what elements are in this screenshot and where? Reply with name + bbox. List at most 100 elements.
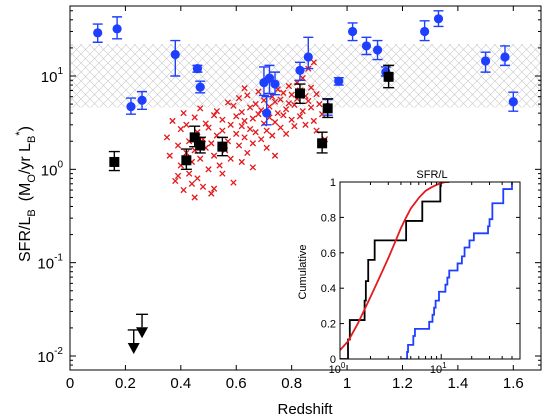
red-point — [307, 104, 315, 111]
red-point — [271, 152, 279, 159]
blue-point — [334, 76, 344, 86]
y-tick-label-base: 10 — [37, 256, 54, 273]
red-point — [191, 114, 198, 121]
y-axis-label-units-sub0: O — [26, 174, 38, 183]
red-point — [305, 97, 312, 105]
y-axis-label-units-subB: B — [26, 136, 38, 143]
red-point — [285, 82, 293, 90]
red-point — [208, 190, 215, 197]
red-point — [174, 172, 182, 180]
red-point — [271, 119, 279, 126]
upper-limit-arrow — [127, 342, 140, 354]
blue-point — [433, 14, 444, 24]
red-point — [210, 112, 218, 119]
red-point — [238, 158, 245, 166]
red-point — [249, 164, 257, 171]
y-axis-label: SFR/LB(MO/yr LB*) — [14, 126, 38, 262]
red-point — [271, 98, 279, 105]
red-point — [260, 97, 268, 104]
main-x-axis: 0 0.2 0.4 0.6 0.8 1 1.2 1.4 1.6 — [66, 6, 524, 392]
x-tick-label: 0 — [66, 375, 74, 392]
inset-y-tick-label: 0 — [330, 354, 336, 366]
blue-point — [93, 28, 103, 38]
blue-point — [295, 65, 305, 75]
blue-point — [112, 24, 122, 34]
red-point — [191, 194, 198, 201]
upper-limit-arrow — [136, 327, 149, 339]
inset-x-tick-label: 101 — [430, 361, 447, 376]
red-point — [202, 120, 209, 127]
blue-point — [361, 41, 372, 51]
inset-y-axis: 0 0.2 0.4 0.6 0.8 1 — [321, 177, 520, 366]
red-point — [296, 113, 304, 120]
main-black-series — [108, 64, 395, 172]
red-point — [233, 113, 240, 120]
red-point — [197, 105, 204, 112]
red-point — [285, 100, 293, 107]
y-axis-label-main: SFR/L — [17, 217, 34, 262]
y-tick-label-exp: 1 — [57, 66, 63, 77]
y-tick-label-base: 10 — [37, 349, 54, 366]
red-point — [172, 177, 179, 185]
blue-point — [303, 52, 313, 62]
blue-point — [195, 82, 205, 92]
red-point — [244, 149, 251, 157]
blue-point — [348, 26, 358, 37]
red-point — [194, 175, 201, 182]
red-point — [246, 125, 254, 133]
y-axis-label-units-sup: * — [14, 131, 26, 136]
inset-y-tick-label: 0.4 — [321, 283, 336, 295]
red-point — [238, 108, 245, 116]
blue-point — [270, 79, 280, 89]
red-point — [291, 123, 298, 130]
x-axis-label: Redshift — [277, 401, 333, 418]
y-tick-label-exp: 0 — [57, 159, 63, 170]
red-point — [266, 103, 273, 110]
red-point — [244, 92, 251, 99]
red-point — [282, 106, 290, 113]
red-point — [205, 124, 212, 131]
red-point — [210, 152, 218, 159]
red-point — [288, 91, 295, 98]
x-tick-label: 1.4 — [447, 375, 468, 392]
red-point — [185, 170, 193, 177]
black-point — [383, 71, 394, 82]
black-point — [109, 156, 120, 167]
inset-x-tick-label-base: 10 — [329, 364, 341, 376]
red-point — [216, 162, 223, 169]
red-point — [233, 130, 240, 138]
y-axis-label-units-mid: /yr L — [17, 143, 34, 174]
blue-point — [264, 73, 275, 83]
blue-point — [500, 52, 510, 62]
inset-y-tick-label: 0.8 — [321, 212, 336, 224]
black-point — [195, 140, 206, 151]
y-tick-label-exp: -1 — [54, 253, 63, 264]
red-point — [230, 179, 237, 186]
inset-y-tick-label: 1 — [330, 177, 336, 189]
red-point — [258, 136, 265, 143]
red-point — [227, 155, 234, 162]
red-point — [174, 142, 182, 149]
red-point — [302, 121, 309, 128]
red-point — [252, 100, 259, 108]
inset-x-tick-label-exp: 1 — [442, 361, 447, 370]
red-point — [246, 104, 254, 111]
y-tick-label: 101 — [41, 66, 64, 86]
y-tick-label-exp: -2 — [54, 346, 63, 357]
red-point — [163, 134, 171, 141]
inset-x-tick-label: 100 — [329, 361, 346, 376]
main-blue-series — [92, 10, 519, 126]
red-point — [280, 112, 287, 119]
red-point — [169, 117, 176, 125]
red-point — [219, 170, 226, 177]
black-point — [294, 88, 305, 99]
x-tick-label: 0.8 — [281, 375, 302, 392]
red-point — [299, 108, 306, 115]
red-point — [277, 96, 284, 103]
y-axis-label-units-open: (M — [17, 183, 34, 202]
x-tick-label: 1 — [343, 375, 351, 392]
red-point — [188, 180, 196, 187]
red-point — [249, 115, 257, 122]
blue-point — [508, 97, 518, 107]
